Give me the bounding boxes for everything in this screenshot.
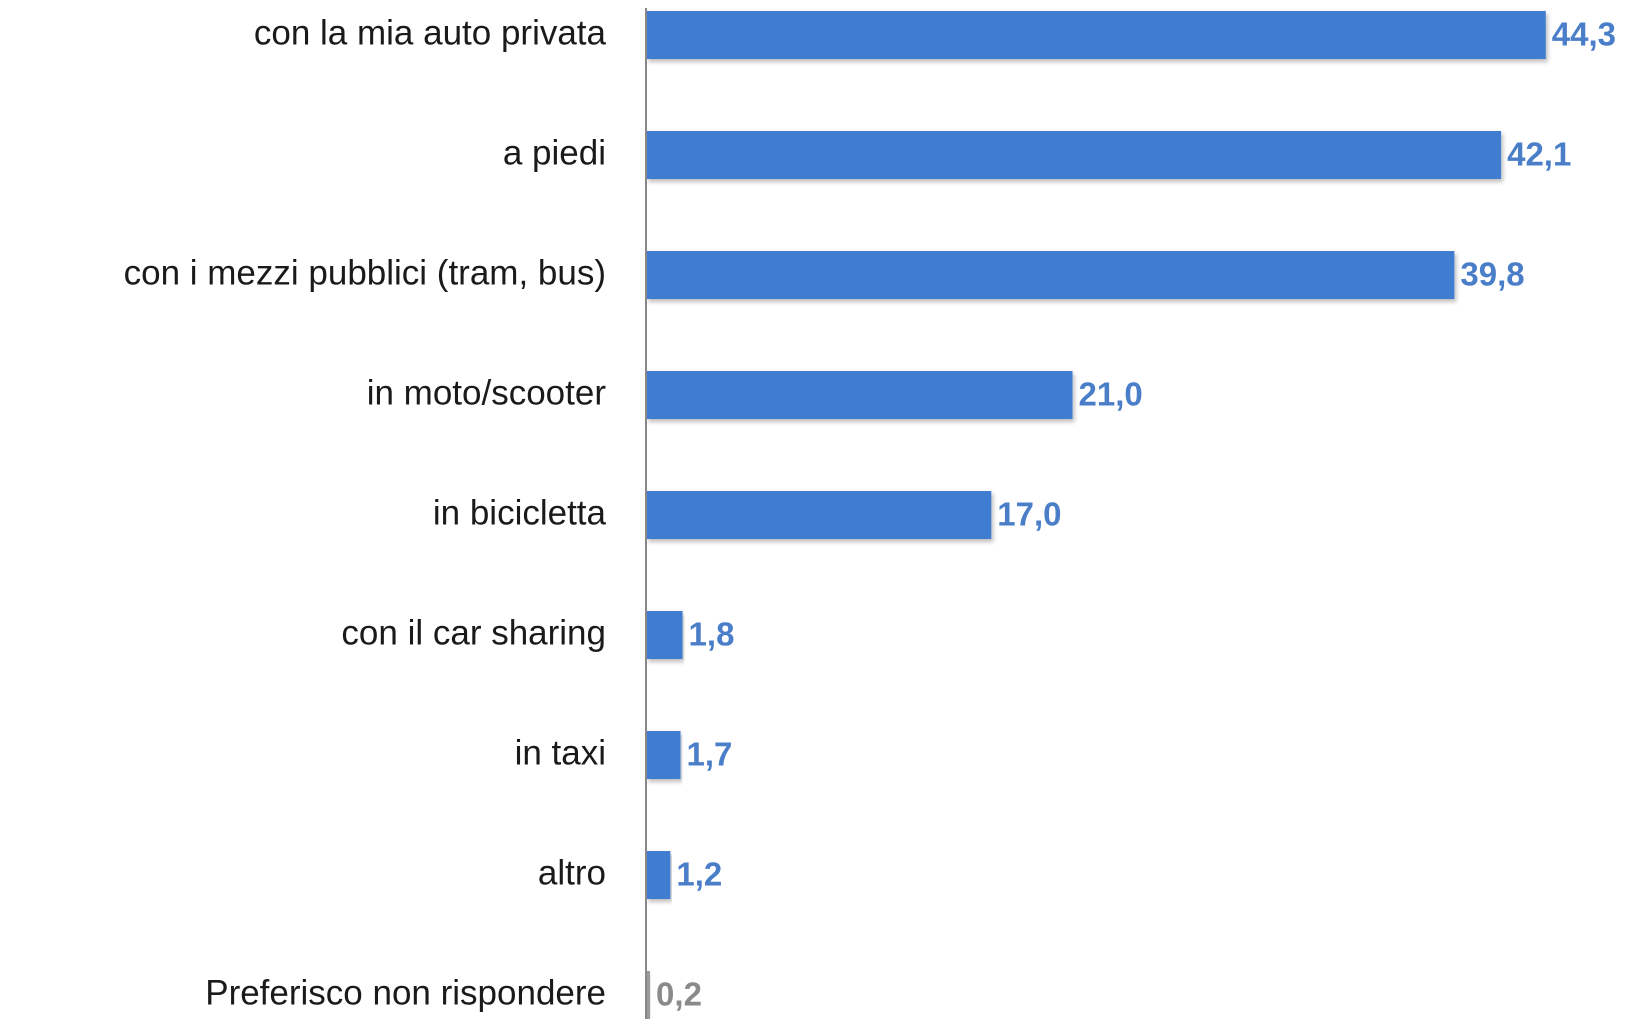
category-label: Preferisco non rispondere bbox=[205, 973, 606, 1012]
value-label: 1,8 bbox=[689, 616, 735, 653]
bar bbox=[646, 611, 683, 659]
value-label: 1,2 bbox=[676, 856, 722, 893]
value-label: 0,2 bbox=[656, 976, 702, 1013]
value-label: 1,7 bbox=[687, 736, 733, 773]
category-label: con il car sharing bbox=[341, 613, 606, 652]
category-label: a piedi bbox=[503, 133, 606, 172]
value-label: 17,0 bbox=[997, 496, 1061, 533]
value-label: 39,8 bbox=[1460, 256, 1524, 293]
bar bbox=[646, 131, 1502, 179]
value-label: 42,1 bbox=[1507, 136, 1571, 173]
category-label: con la mia auto privata bbox=[254, 13, 607, 52]
category-label: in bicicletta bbox=[433, 493, 607, 532]
category-label: in taxi bbox=[515, 733, 606, 772]
value-label: 44,3 bbox=[1552, 16, 1616, 53]
value-label: 21,0 bbox=[1079, 376, 1143, 413]
category-label: in moto/scooter bbox=[367, 373, 607, 412]
bar bbox=[646, 11, 1546, 59]
category-label: altro bbox=[538, 853, 606, 892]
category-label: con i mezzi pubblici (tram, bus) bbox=[124, 253, 606, 292]
bar bbox=[646, 251, 1455, 299]
bar bbox=[646, 371, 1073, 419]
bar bbox=[646, 971, 651, 1019]
bar bbox=[646, 851, 671, 899]
bar bbox=[646, 731, 681, 779]
bar bbox=[646, 491, 992, 539]
